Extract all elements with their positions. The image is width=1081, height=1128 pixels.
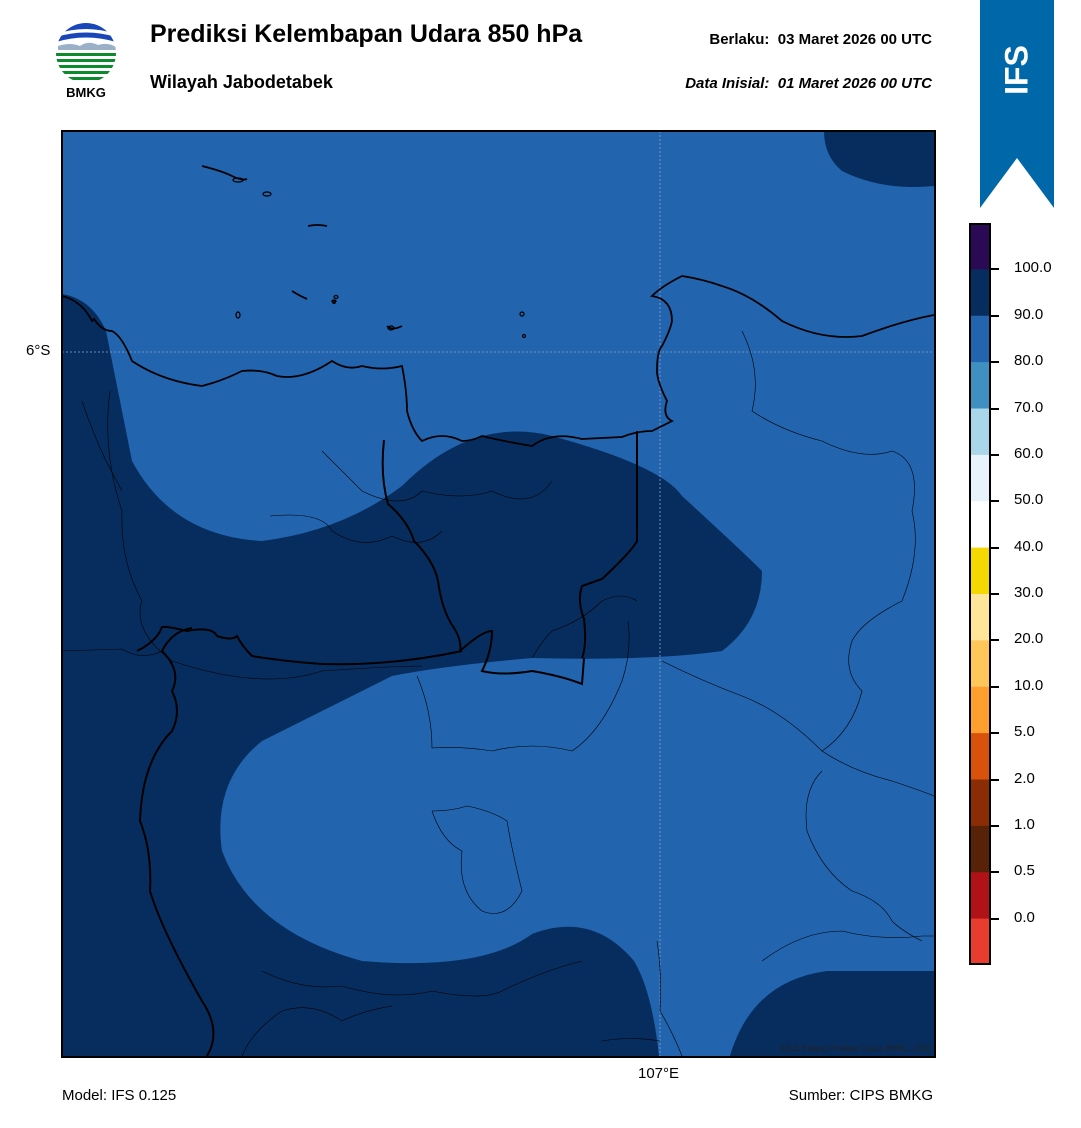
district-boundaries [62,330,934,1056]
colorbar-frame [969,223,991,965]
band-90-100-main [62,294,762,1056]
init-value: 01 Maret 2026 00 UTC [777,75,932,92]
valid-value: 03 Maret 2026 00 UTC [777,31,932,48]
colorbar-label: 40.0 [1014,537,1044,555]
valid-time: Berlaku: 03 Maret 2026 00 UTC [709,31,932,48]
colorbar-swatch [969,640,991,688]
colorbar-label: 20.0 [1014,630,1044,648]
ifs-label: IFS [998,45,1035,95]
colorbar-tick [991,500,999,503]
colorbar-swatch [969,454,991,502]
colorbar-label: 5.0 [1014,723,1035,741]
colorbar-label: 50.0 [1014,491,1044,509]
colorbar-tick [991,917,999,920]
colorbar-swatch [969,501,991,549]
colorbar-tick [991,361,999,364]
colorbar-tick [991,685,999,688]
colorbar-swatch [969,779,991,827]
colorbar-tick [991,778,999,781]
colorbar-swatch [969,269,991,317]
colorbar-label: 80.0 [1014,352,1044,370]
band-90-100-topright [824,131,934,187]
logo-text: BMKG [66,85,106,100]
colorbar-swatch [969,408,991,456]
colorbar-label: 70.0 [1014,398,1044,416]
colorbar-swatch [969,362,991,409]
colorbar-label: 10.0 [1014,676,1044,694]
colorbar-tick [991,824,999,827]
colorbar-swatch [969,872,991,920]
model-label: Model: IFS 0.125 [62,1087,177,1104]
humidity-map [62,131,934,1056]
colorbar-tick [991,453,999,456]
colorbar-tick [991,546,999,549]
map-subtitle: Wilayah Jabodetabek [150,72,333,92]
colorbar-tick [991,871,999,874]
province-boundaries [136,431,638,1056]
colorbar-swatch [969,733,991,780]
colorbar-tick [991,732,999,735]
colorbar [969,223,991,965]
map-frame [61,130,936,1058]
colorbar-tick [991,314,999,317]
colorbar-swatch [969,686,991,734]
map-title: Prediksi Kelembapan Udara 850 hPa [150,20,583,48]
colorbar-tick [991,639,999,642]
lat-label: 6°S [26,342,51,359]
init-label: Data Inisial: [685,75,770,92]
colorbar-label: 0.5 [1014,862,1035,880]
colorbar-tick [991,268,999,271]
band-90-100-bottomright [730,971,934,1056]
coastline [62,165,934,447]
colorbar-label: 0.0 [1014,908,1035,926]
colorbar-swatch [969,547,991,595]
colorbar-swatch [969,594,991,641]
init-time: Data Inisial: 01 Maret 2026 00 UTC [685,75,932,92]
colorbar-swatch [969,223,991,270]
source-label: Sumber: CIPS BMKG [788,1087,933,1104]
bmkg-logo-icon [56,23,116,83]
colorbar-label: 60.0 [1014,444,1044,462]
valid-label: Berlaku: [709,31,770,48]
colorbar-label: 30.0 [1014,584,1044,601]
islands [232,177,527,339]
ifs-ribbon [980,0,1054,208]
colorbar-swatch [969,918,991,965]
colorbar-swatch [969,825,991,873]
colorbar-tick [991,593,999,595]
colorbar-label: 90.0 [1014,305,1044,323]
colorbar-label: 1.0 [1014,815,1035,833]
colorbar-tick [991,407,999,410]
colorbar-label: 2.0 [1014,769,1035,787]
map-copyright: ©Sub Bidang Prediksi Cuaca BMKG, 2020 [779,1044,931,1053]
colorbar-swatch [969,315,991,363]
colorbar-label: 100.0 [1014,259,1052,277]
lon-label: 107°E [638,1065,680,1082]
